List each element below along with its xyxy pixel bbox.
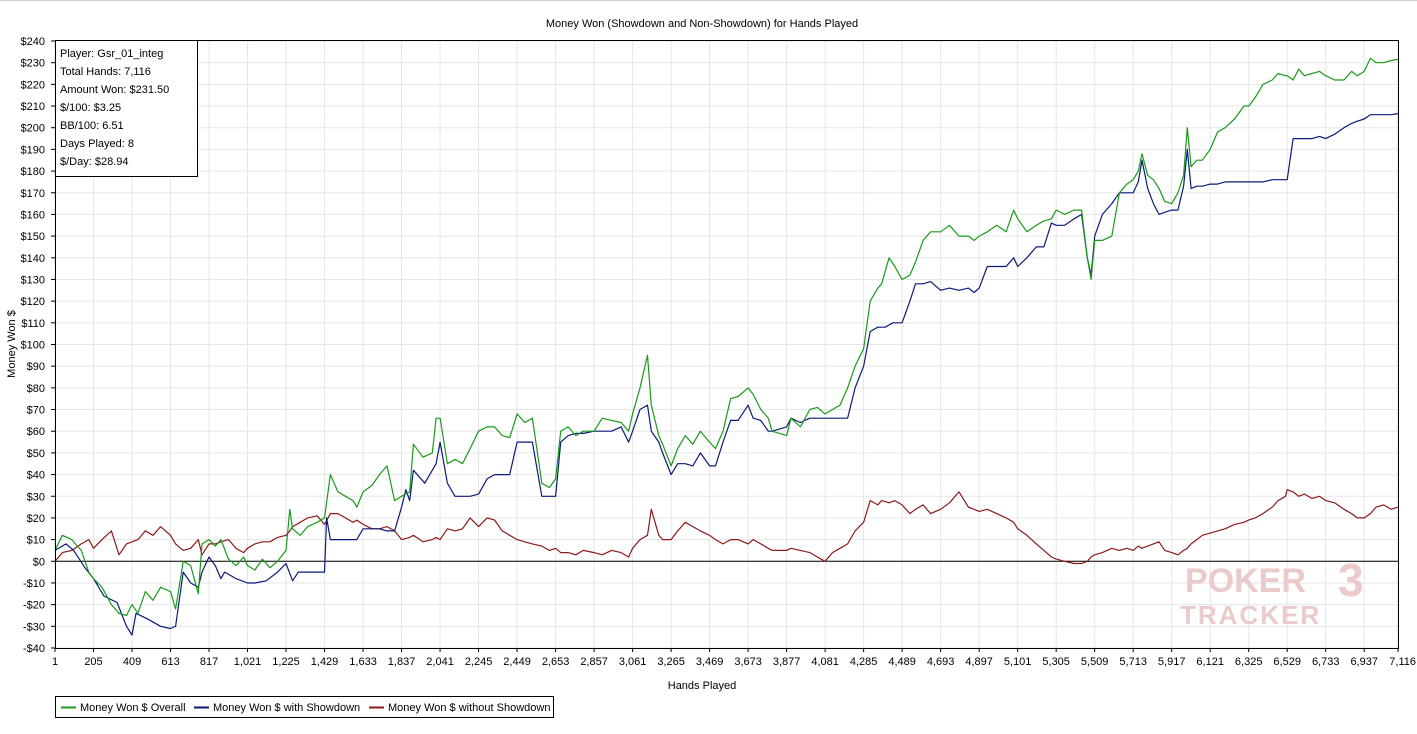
- x-tick-label: 4,285: [850, 656, 878, 668]
- x-tick-label: 6,529: [1273, 656, 1301, 668]
- y-tick-label: $70: [27, 405, 45, 417]
- x-tick-label: 1: [52, 656, 58, 668]
- y-tick-label: $170: [21, 188, 45, 200]
- x-tick-label: 5,509: [1081, 656, 1109, 668]
- y-tick-label: $10: [27, 535, 45, 547]
- series-lines: [54, 57, 1399, 636]
- info-player: Player: Gsr_01_integ: [60, 48, 163, 60]
- legend-label-non-showdown: Money Won $ without Showdown: [388, 702, 550, 714]
- y-tick-label: $20: [27, 513, 45, 525]
- series-line-non-showdown: [54, 489, 1399, 565]
- plot-frame: [55, 40, 1399, 649]
- x-axis-label: Hands Played: [668, 680, 737, 692]
- x-tick-label: 3,265: [657, 656, 685, 668]
- info-box-frame: [55, 40, 198, 177]
- x-tick-label: 3,673: [734, 656, 762, 668]
- x-tick-label: 6,121: [1196, 656, 1224, 668]
- y-tick-label: $220: [21, 79, 45, 91]
- y-tick-label: $150: [21, 231, 45, 243]
- info-total-hands: Total Hands: 7,116: [60, 66, 151, 78]
- y-tick-label: $210: [21, 101, 45, 113]
- y-tick-label: $60: [27, 426, 45, 438]
- x-tick-label: 5,917: [1158, 656, 1186, 668]
- y-axis-label: Money Won $: [6, 310, 18, 378]
- x-tick-label: 6,325: [1235, 656, 1263, 668]
- y-tick-label: $100: [21, 340, 45, 352]
- x-tick-label: 4,897: [965, 656, 993, 668]
- x-tick-label: 1,021: [234, 656, 262, 668]
- legend: Money Won $ Overall Money Won $ with Sho…: [55, 696, 554, 718]
- x-tick-label: 5,101: [1004, 656, 1032, 668]
- x-tick-label: 4,081: [811, 656, 839, 668]
- chart-title: Money Won (Showdown and Non-Showdown) fo…: [546, 18, 858, 30]
- y-tick-label: -$10: [23, 578, 45, 590]
- x-tick-label: 2,449: [503, 656, 531, 668]
- x-tick-label: 613: [161, 656, 179, 668]
- x-axis-ticks: 1 205 409 613 817 1,021 1,225 1,429 1,633 1,837 2,…: [52, 648, 1416, 668]
- y-tick-label: $80: [27, 383, 45, 395]
- legend-frame: [55, 696, 554, 718]
- x-tick-label: 1,429: [311, 656, 339, 668]
- watermark-version: 3: [1338, 554, 1364, 606]
- y-tick-label: $190: [21, 144, 45, 156]
- info-amount-won: Amount Won: $231.50: [60, 84, 169, 96]
- x-tick-label: 205: [84, 656, 102, 668]
- x-tick-label: 2,041: [426, 656, 454, 668]
- x-tick-label: 3,877: [773, 656, 801, 668]
- x-tick-label: 817: [200, 656, 218, 668]
- y-tick-label: $130: [21, 274, 45, 286]
- x-tick-label: 5,713: [1119, 656, 1147, 668]
- x-tick-label: 4,693: [927, 656, 955, 668]
- x-tick-label: 2,245: [465, 656, 493, 668]
- info-per-day: $/Day: $28.94: [60, 156, 129, 168]
- info-days-played: Days Played: 8: [60, 138, 134, 150]
- y-tick-label: $120: [21, 296, 45, 308]
- grid: [54, 40, 1399, 649]
- x-tick-label: 6,733: [1312, 656, 1340, 668]
- y-tick-label: $30: [27, 491, 45, 503]
- series-line-showdown: [54, 113, 1399, 636]
- x-tick-label: 1,225: [272, 656, 300, 668]
- x-tick-label: 409: [123, 656, 141, 668]
- watermark-line-2: TRACKER: [1180, 600, 1321, 630]
- x-tick-label: 1,837: [388, 656, 416, 668]
- x-tick-label: 6,937: [1350, 656, 1378, 668]
- x-tick-label: 7,116: [1389, 656, 1416, 668]
- y-tick-label: $140: [21, 253, 45, 265]
- pokertracker-watermark: POKER 3 TRACKER: [1180, 554, 1364, 630]
- y-tick-label: $50: [27, 448, 45, 460]
- x-tick-label: 3,061: [619, 656, 647, 668]
- x-tick-label: 3,469: [696, 656, 724, 668]
- y-tick-label: -$40: [23, 643, 45, 655]
- watermark-line-1: POKER: [1185, 562, 1306, 600]
- legend-label-showdown: Money Won $ with Showdown: [213, 702, 360, 714]
- y-tick-label: $180: [21, 166, 45, 178]
- y-tick-label: -$30: [23, 621, 45, 633]
- series-line-overall: [54, 57, 1399, 617]
- y-tick-label: -$20: [23, 600, 45, 612]
- y-tick-label: $40: [27, 470, 45, 482]
- x-tick-label: 5,305: [1042, 656, 1070, 668]
- y-tick-label: $230: [21, 58, 45, 70]
- x-tick-label: 1,633: [349, 656, 377, 668]
- x-tick-label: 4,489: [888, 656, 916, 668]
- x-tick-label: 2,857: [580, 656, 608, 668]
- y-tick-label: $200: [21, 123, 45, 135]
- y-tick-label: $90: [27, 361, 45, 373]
- y-tick-label: $240: [21, 36, 45, 48]
- player-stats-box: Player: Gsr_01_integ Total Hands: 7,116 …: [55, 40, 198, 177]
- y-tick-label: $0: [33, 556, 45, 568]
- y-tick-label: $110: [21, 318, 45, 330]
- y-tick-label: $160: [21, 209, 45, 221]
- x-tick-label: 2,653: [542, 656, 570, 668]
- legend-label-overall: Money Won $ Overall: [80, 702, 186, 714]
- info-per-100: $/100: $3.25: [60, 102, 121, 114]
- y-axis-ticks: -$40 -$30 -$20 -$10 $0 $10 $20 $30 $40 $50 $60 $70 $…: [21, 36, 55, 655]
- info-bb-per-100: BB/100: 6.51: [60, 120, 124, 132]
